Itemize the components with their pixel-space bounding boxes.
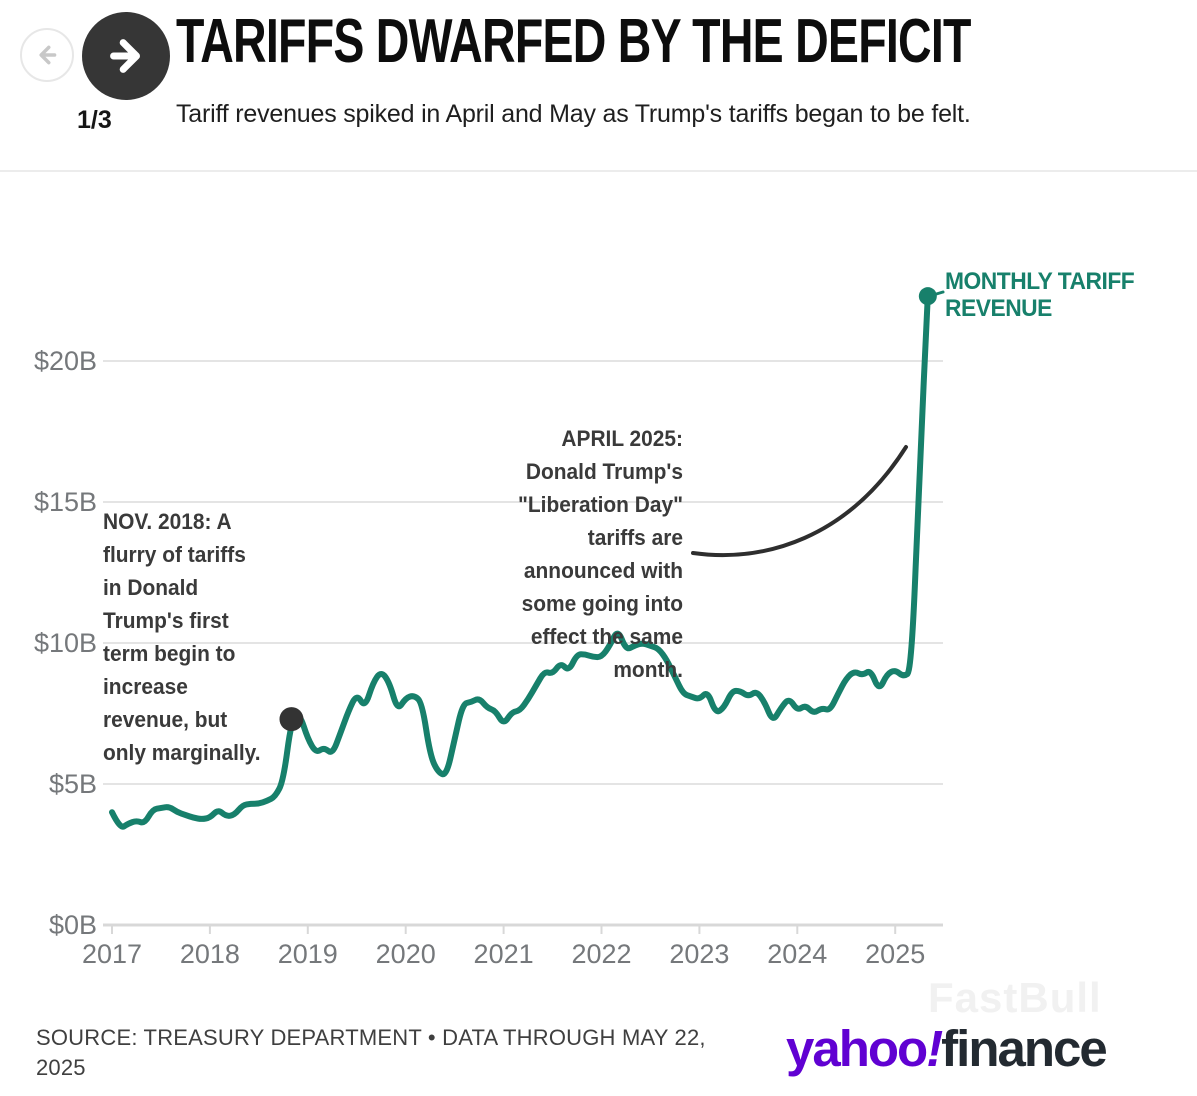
- nov-2018-point: [279, 707, 304, 732]
- y-tick-label: $0B: [49, 910, 97, 940]
- source-note: SOURCE: TREASURY DEPARTMENT • DATA THROU…: [36, 1025, 706, 1080]
- yahoo-logo-text: yahoo: [786, 1020, 928, 1077]
- x-tick-label: 2025: [865, 939, 925, 969]
- left-arrow-icon: [33, 41, 61, 69]
- page-title: TARIFFS DWARFED BY THE DEFICIT: [176, 7, 971, 76]
- finance-logo-text: finance: [941, 1020, 1108, 1077]
- x-tick-label: 2018: [180, 939, 240, 969]
- page-subtitle: Tariff revenues spiked in April and May …: [176, 100, 971, 128]
- fastbull-watermark: FastBull: [928, 974, 1102, 1021]
- yahoo-logo-bang: !: [926, 1020, 943, 1077]
- nov-2018-annotation: NOV. 2018: A flurry of tariffs in Donald…: [103, 509, 261, 765]
- april-2025-annotation: APRIL 2025: Donald Trump's "Liberation D…: [518, 426, 683, 682]
- previous-slide-button[interactable]: [20, 28, 74, 82]
- x-tick-label: 2019: [278, 939, 338, 969]
- x-tick-label: 2017: [82, 939, 142, 969]
- may-2025-point: [918, 287, 937, 306]
- y-tick-label: $10B: [34, 628, 97, 658]
- monthly-tariff-revenue-line: [109, 293, 931, 830]
- x-tick-label: 2024: [767, 939, 827, 969]
- yahoo-finance-logo: yahoo!finance: [786, 1019, 1108, 1078]
- x-tick-label: 2020: [376, 939, 436, 969]
- series-layer: [109, 287, 937, 830]
- x-tick-label: 2022: [571, 939, 631, 969]
- annotation-arrow: [691, 445, 908, 558]
- next-slide-button[interactable]: [82, 12, 170, 100]
- y-tick-label: $20B: [34, 346, 97, 376]
- page-indicator: 1/3: [77, 106, 112, 134]
- x-tick-label: 2021: [474, 939, 534, 969]
- grid-layer: $0B $5B $10B $15B $20B 2017 2018 2019 2020 2021 20…: [34, 346, 943, 969]
- header-divider: [0, 170, 1197, 172]
- x-tick-label: 2023: [669, 939, 729, 969]
- y-tick-label: $15B: [34, 487, 97, 517]
- series-end-label: MONTHLY TARIFF REVENUE: [945, 268, 1135, 322]
- y-tick-label: $5B: [49, 769, 97, 799]
- right-arrow-icon: [103, 33, 149, 79]
